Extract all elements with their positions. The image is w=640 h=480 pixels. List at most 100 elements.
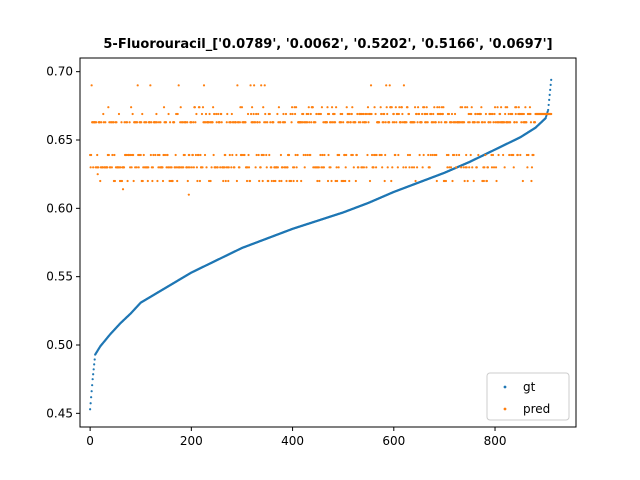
- pred-point: [391, 166, 394, 169]
- pred-point: [317, 112, 320, 116]
- pred-point: [379, 153, 382, 157]
- pred-point: [291, 112, 294, 116]
- pred-point: [345, 153, 348, 157]
- pred-point: [492, 121, 495, 124]
- pred-point: [307, 112, 310, 116]
- pred-point: [366, 153, 369, 157]
- pred-point: [392, 112, 395, 116]
- pred-point: [345, 106, 348, 109]
- pred-point: [477, 153, 480, 157]
- pred-point: [213, 112, 216, 116]
- pred-point: [186, 179, 189, 183]
- pred-point: [354, 121, 357, 124]
- pred-point: [348, 179, 351, 183]
- pred-point: [130, 106, 133, 109]
- pred-point: [175, 112, 178, 116]
- gt-point: [92, 368, 95, 371]
- pred-point: [181, 121, 184, 124]
- y-tick-label: 0.60: [46, 201, 73, 215]
- pred-point: [499, 106, 503, 109]
- pred-point: [468, 121, 471, 124]
- pred-point: [256, 121, 259, 124]
- pred-point: [420, 121, 423, 124]
- pred-point: [400, 106, 403, 109]
- gt-point: [547, 103, 550, 107]
- pred-point: [399, 121, 402, 124]
- pred-point: [395, 121, 398, 124]
- pred-point: [270, 166, 273, 169]
- pred-point: [279, 153, 283, 157]
- pred-point: [140, 121, 143, 124]
- plot-marks: [89, 78, 553, 411]
- gt-point: [547, 108, 550, 112]
- pred-point: [407, 112, 411, 116]
- pred-point: [249, 84, 252, 87]
- pred-point: [351, 153, 354, 157]
- pred-point: [375, 153, 378, 157]
- pred-point: [177, 84, 180, 87]
- pred-point: [317, 166, 320, 169]
- pred-point: [340, 121, 343, 124]
- pred-point: [302, 153, 305, 157]
- pred-point: [361, 121, 365, 124]
- pred-point: [285, 179, 288, 183]
- pred-point: [293, 106, 296, 109]
- pred-point: [415, 166, 419, 169]
- pred-point: [234, 121, 237, 124]
- pred-point: [136, 121, 139, 124]
- pred-point: [413, 121, 416, 124]
- pred-point: [435, 153, 438, 157]
- pred-point: [421, 112, 424, 116]
- pred-point: [100, 121, 103, 124]
- pred-point: [241, 153, 245, 157]
- y-tick-label: 0.50: [46, 338, 73, 352]
- pred-point: [370, 153, 374, 157]
- pred-point: [384, 121, 387, 124]
- pred-point: [277, 121, 280, 124]
- pred-point: [426, 121, 429, 124]
- pred-point: [447, 153, 450, 157]
- pred-point: [378, 121, 381, 124]
- pred-point: [483, 166, 486, 169]
- pred-point: [141, 179, 144, 183]
- pred-point: [162, 153, 165, 157]
- pred-point: [308, 121, 311, 124]
- pred-point: [222, 179, 225, 183]
- pred-point: [396, 166, 399, 169]
- pred-point: [300, 179, 303, 183]
- pred-point: [517, 106, 520, 109]
- pred-point: [156, 179, 159, 183]
- pred-point: [398, 106, 401, 109]
- pred-point: [470, 112, 473, 116]
- pred-point: [383, 179, 386, 183]
- pred-point: [296, 179, 299, 183]
- pred-point: [157, 166, 160, 169]
- pred-point: [450, 112, 454, 116]
- pred-point: [492, 166, 496, 169]
- pred-point: [507, 121, 510, 124]
- pred-point: [470, 106, 473, 109]
- pred-point: [433, 153, 436, 157]
- pred-point: [284, 166, 287, 169]
- pred-point: [394, 106, 397, 109]
- pred-point: [396, 112, 399, 116]
- pred-point: [370, 112, 373, 116]
- pred-point: [255, 112, 258, 116]
- pred-point: [127, 153, 131, 157]
- pred-point: [309, 112, 312, 116]
- x-tick-label: 200: [180, 434, 203, 448]
- pred-point: [226, 112, 229, 116]
- pred-point: [350, 153, 353, 157]
- gt-point: [93, 363, 96, 366]
- pred-point: [528, 106, 532, 109]
- pred-point: [426, 112, 429, 116]
- pred-point: [414, 179, 417, 183]
- pred-point: [190, 121, 193, 124]
- pred-point: [294, 153, 297, 157]
- pred-point: [393, 121, 396, 124]
- pred-point: [132, 179, 135, 183]
- pred-point: [154, 153, 157, 157]
- pred-point: [357, 166, 360, 169]
- legend: gt pred: [486, 372, 570, 421]
- pred-point: [494, 121, 497, 124]
